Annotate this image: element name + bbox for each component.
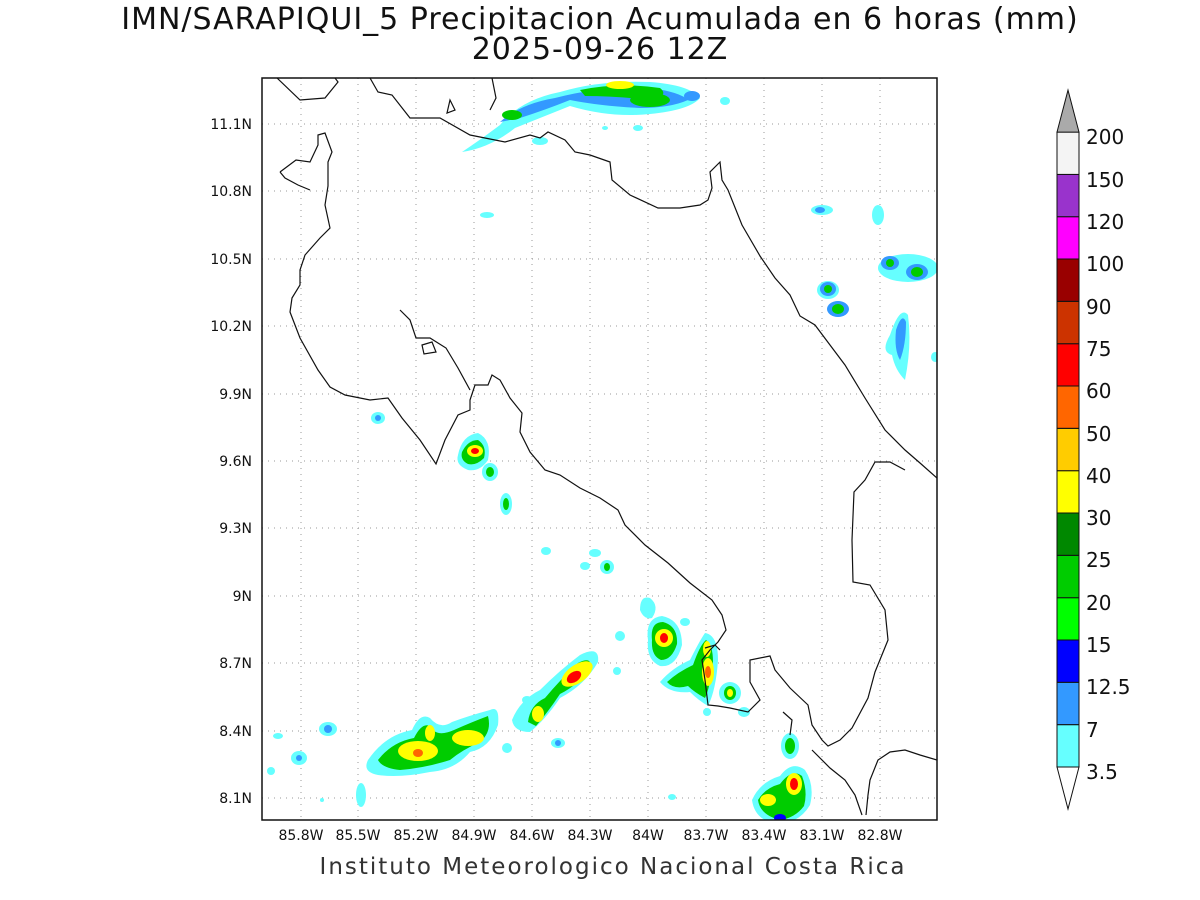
precip-cell (640, 597, 750, 717)
lat-label: 9N (233, 589, 252, 605)
legend-swatch (1056, 131, 1080, 175)
legend-label: 25 (1086, 548, 1111, 572)
legend-label: 90 (1086, 295, 1111, 319)
legend-label: 60 (1086, 379, 1111, 403)
legend-swatch (1056, 427, 1080, 472)
precip-cell (462, 81, 730, 218)
legend-label: 20 (1086, 591, 1111, 615)
legend-swatch (1056, 300, 1080, 345)
longitude-labels: 85.8W 85.5W 85.2W 84.9W 84.6W 84.3W 84W … (278, 828, 902, 844)
lon-label: 85.5W (335, 828, 380, 844)
lat-label: 8.1N (219, 791, 252, 807)
legend-swatch (1056, 88, 1080, 133)
lat-label: 11.1N (210, 117, 252, 133)
coastline (276, 78, 937, 816)
legend-swatch (1056, 512, 1080, 556)
legend-swatch (1056, 724, 1080, 768)
lat-label: 8.4N (219, 724, 252, 740)
lon-label: 83.1W (799, 828, 844, 844)
lat-label: 9.9N (219, 387, 252, 403)
legend-swatch (1056, 639, 1080, 683)
lon-label: 83.4W (741, 828, 786, 844)
lon-label: 84.3W (567, 828, 612, 844)
precip-cell (267, 709, 512, 807)
legend-swatch (1056, 385, 1080, 429)
map-title: IMN/SARAPIQUI_5 Precipitacion Acumulada … (121, 2, 1079, 37)
legend-swatch (1056, 681, 1080, 726)
legend-label: 120 (1086, 210, 1124, 234)
lat-label: 10.5N (210, 252, 252, 268)
precip-cell (811, 205, 937, 380)
lat-label: 8.7N (219, 656, 252, 672)
lon-label: 85.8W (278, 828, 323, 844)
lat-label: 10.2N (210, 319, 252, 335)
legend-label: 3.5 (1086, 760, 1118, 784)
precip-cell (371, 412, 512, 515)
lon-label: 84.6W (509, 828, 554, 844)
lat-label: 9.6N (219, 454, 252, 470)
legend-swatch (1056, 470, 1080, 514)
legend-swatch (1056, 258, 1080, 302)
lat-label: 9.3N (219, 521, 252, 537)
legend-swatch (1056, 766, 1080, 811)
legend-swatch (1056, 173, 1080, 218)
latitude-labels: 11.1N 10.8N 10.5N 10.2N 9.9N 9.6N 9.3N 9… (210, 117, 252, 807)
lon-label: 84.9W (451, 828, 496, 844)
lat-label: 10.8N (210, 184, 252, 200)
legend-label: 150 (1086, 168, 1124, 192)
legend-swatch (1056, 216, 1080, 260)
precip-cell (668, 733, 812, 820)
legend-label: 40 (1086, 464, 1111, 488)
legend-label: 200 (1086, 125, 1124, 149)
lon-label: 84W (632, 828, 664, 844)
credit-text: Instituto Meteorologico Nacional Costa R… (319, 854, 907, 880)
map-datetime: 2025-09-26 12Z (471, 32, 729, 67)
precipitation-field (267, 81, 937, 820)
legend-swatch (1056, 343, 1080, 387)
legend-swatch (1056, 554, 1080, 599)
legend-swatch (1056, 597, 1080, 641)
legend-label: 100 (1086, 252, 1124, 276)
lon-label: 85.2W (393, 828, 438, 844)
legend-label: 50 (1086, 422, 1111, 446)
legend-label: 30 (1086, 506, 1111, 530)
legend-label: 12.5 (1086, 675, 1131, 699)
precip-cell (512, 651, 599, 748)
legend-label: 75 (1086, 337, 1111, 361)
map-frame (261, 77, 938, 821)
legend-label: 15 (1086, 633, 1111, 657)
lon-label: 83.7W (683, 828, 728, 844)
legend-label: 7 (1086, 718, 1099, 742)
color-legend: 3.5 7 12.5 15 20 25 30 40 50 60 75 90 10… (1056, 88, 1131, 811)
lon-label: 82.8W (857, 828, 902, 844)
precip-cell (541, 547, 625, 675)
